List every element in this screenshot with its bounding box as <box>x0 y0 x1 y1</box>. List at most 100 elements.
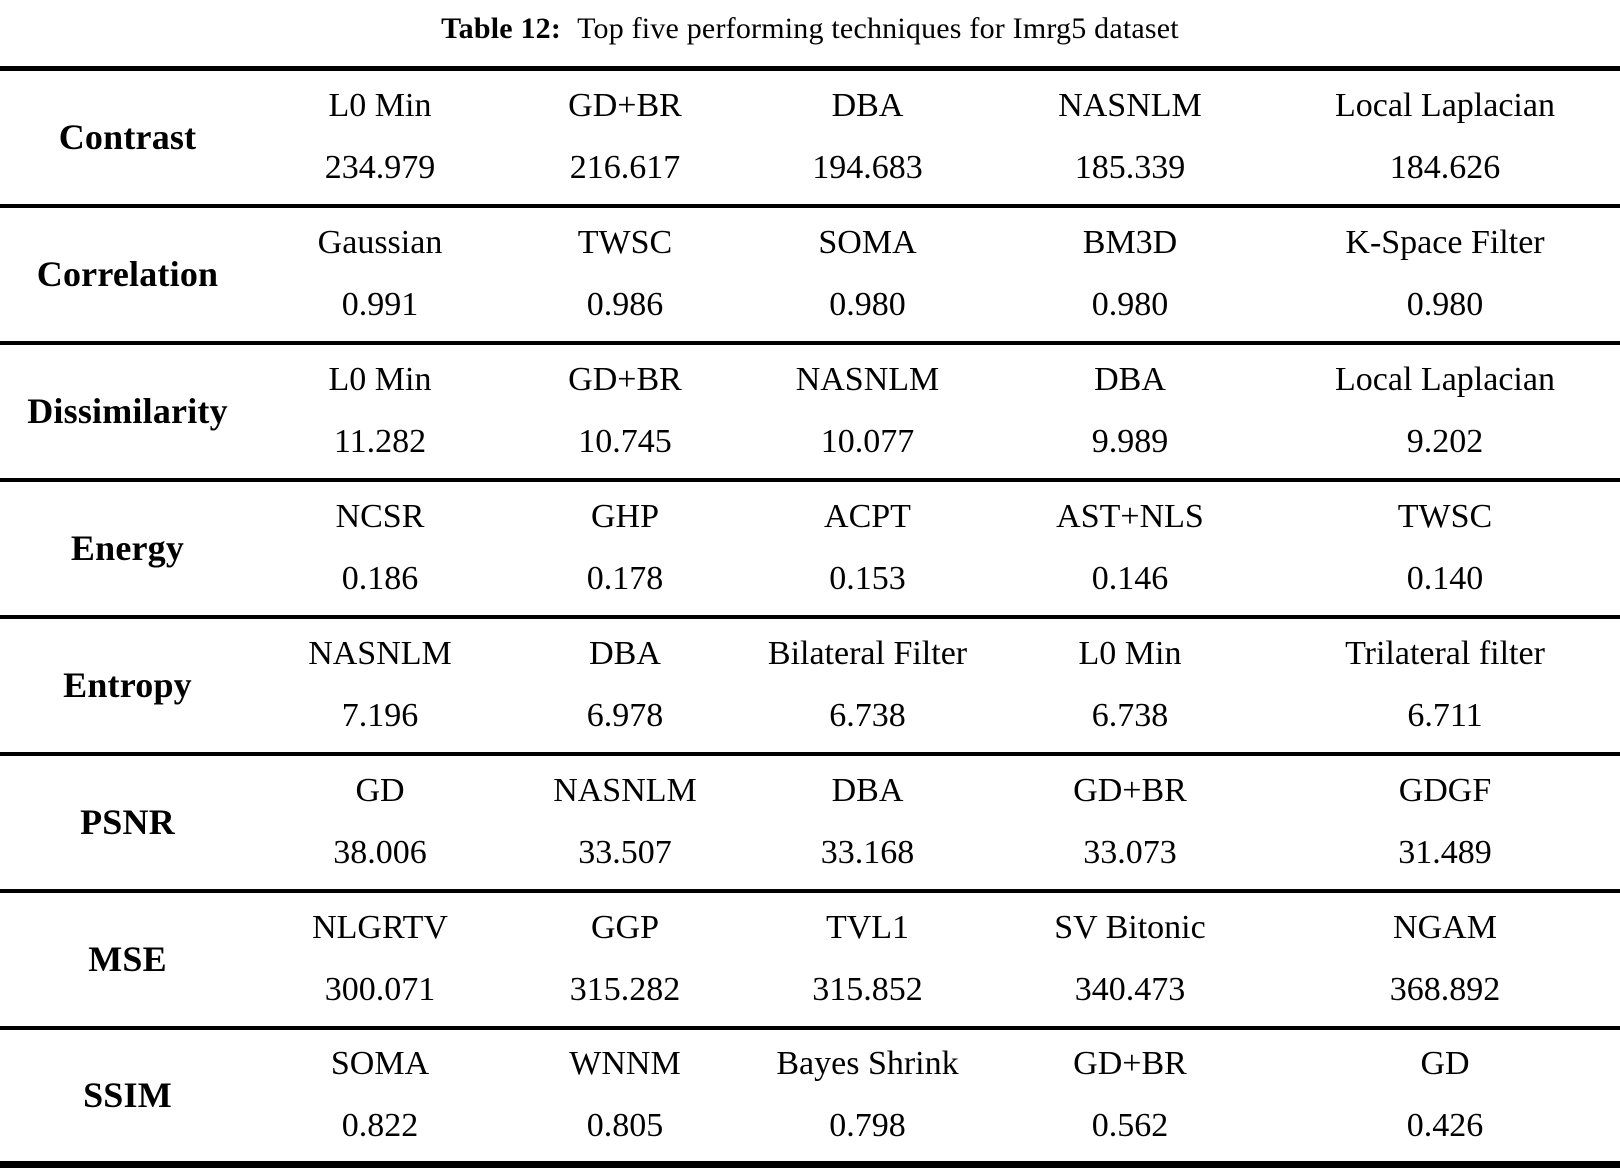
table-cell: NASNLM 185.339 <box>990 69 1270 206</box>
technique-name: DBA <box>831 772 904 809</box>
table-cell: K-Space Filter 0.980 <box>1270 206 1620 343</box>
technique-value: 0.178 <box>586 560 664 597</box>
technique-name: NASNLM <box>553 772 697 809</box>
technique-name: SOMA <box>818 224 917 261</box>
table-cell: AST+NLS 0.146 <box>990 480 1270 617</box>
table-cell: GHP 0.178 <box>505 480 745 617</box>
technique-name: TWSC <box>577 224 673 261</box>
technique-value: 10.745 <box>578 423 672 460</box>
technique-name: GD+BR <box>1073 772 1187 809</box>
technique-value: 0.426 <box>1406 1107 1484 1145</box>
results-table: Contrast L0 Min 234.979 GD+BR 216.617 DB… <box>0 66 1620 1168</box>
technique-name: GD <box>355 772 405 809</box>
metric-label: Correlation <box>36 254 219 294</box>
table-cell: NLGRTV 300.071 <box>255 891 505 1028</box>
technique-value: 0.980 <box>1406 286 1484 323</box>
table-caption-text: Top five performing techniques for Imrg5… <box>577 12 1179 45</box>
technique-name: Local Laplacian <box>1335 87 1555 125</box>
technique-value: 315.282 <box>569 971 681 1008</box>
technique-name: GDGF <box>1398 772 1492 809</box>
table-row-contrast: Contrast L0 Min 234.979 GD+BR 216.617 DB… <box>0 69 1620 206</box>
table-cell: NASNLM 33.507 <box>505 754 745 891</box>
technique-name: WNNM <box>569 1045 681 1083</box>
table-row-dissimilarity: Dissimilarity L0 Min 11.282 GD+BR 10.745… <box>0 342 1620 480</box>
technique-name: Trilateral filter <box>1345 635 1545 672</box>
technique-name: L0 Min <box>328 87 432 125</box>
technique-name: Local Laplacian <box>1335 361 1555 398</box>
table-cell: Trilateral filter 6.711 <box>1270 617 1620 754</box>
table-cell: L0 Min 11.282 <box>255 343 505 480</box>
technique-value: 0.986 <box>586 286 664 323</box>
technique-value: 0.146 <box>1091 560 1169 597</box>
technique-name: Bayes Shrink <box>776 1045 959 1083</box>
technique-value: 300.071 <box>324 971 436 1008</box>
technique-name: GGP <box>590 909 660 946</box>
table-cell: BM3D 0.980 <box>990 206 1270 343</box>
table-cell: DBA 33.168 <box>745 754 990 891</box>
table-cell: DBA 194.683 <box>745 69 990 206</box>
technique-value: 216.617 <box>569 149 681 187</box>
technique-value: 9.989 <box>1091 423 1169 460</box>
metric-label: Dissimilarity <box>27 391 228 431</box>
technique-value: 11.282 <box>333 423 427 460</box>
technique-value: 185.339 <box>1074 149 1186 187</box>
technique-value: 0.153 <box>829 560 906 597</box>
technique-value: 31.489 <box>1398 834 1492 871</box>
metric-label: Energy <box>70 528 185 568</box>
technique-value: 368.892 <box>1389 971 1501 1008</box>
technique-name: L0 Min <box>328 361 432 398</box>
technique-value: 0.991 <box>341 286 419 323</box>
table-row-psnr: PSNR GD 38.006 NASNLM 33.507 DBA 33.168 … <box>0 753 1620 891</box>
table-cell: SV Bitonic 340.473 <box>990 891 1270 1028</box>
table-cell: NASNLM 7.196 <box>255 617 505 754</box>
technique-name: NLGRTV <box>312 909 448 946</box>
technique-name: SOMA <box>330 1045 430 1083</box>
technique-name: GD+BR <box>1073 1045 1187 1083</box>
table-cell: L0 Min 6.738 <box>990 617 1270 754</box>
table-cell: ACPT 0.153 <box>745 480 990 617</box>
table-cell: DBA 9.989 <box>990 343 1270 480</box>
technique-value: 194.683 <box>812 149 923 187</box>
table-cell: SOMA 0.822 <box>255 1028 505 1165</box>
technique-name: L0 Min <box>1078 635 1182 672</box>
technique-value: 10.077 <box>820 423 915 460</box>
technique-name: DBA <box>1094 361 1166 398</box>
technique-name: GD+BR <box>568 361 682 398</box>
technique-value: 6.978 <box>586 697 664 734</box>
technique-name: NASNLM <box>308 635 452 672</box>
technique-name: GHP <box>590 498 660 535</box>
technique-value: 0.140 <box>1406 560 1484 597</box>
technique-value: 234.979 <box>324 149 436 187</box>
table-cell: WNNM 0.805 <box>505 1028 745 1165</box>
technique-name: NCSR <box>335 498 425 535</box>
table-cell: GDGF 31.489 <box>1270 754 1620 891</box>
table-cell: Local Laplacian 184.626 <box>1270 69 1620 206</box>
technique-value: 6.738 <box>829 697 906 734</box>
table-caption-label: Table 12: <box>441 12 562 45</box>
table-cell: NGAM 368.892 <box>1270 891 1620 1028</box>
table-row-mse: MSE NLGRTV 300.071 GGP 315.282 TVL1 315.… <box>0 890 1620 1028</box>
technique-name: Gaussian <box>317 224 443 261</box>
table-cell: TWSC 0.986 <box>505 206 745 343</box>
metric-label: Contrast <box>58 117 197 158</box>
technique-value: 0.798 <box>829 1107 906 1145</box>
table-cell: TVL1 315.852 <box>745 891 990 1028</box>
table-cell: NCSR 0.186 <box>255 480 505 617</box>
technique-name: NASNLM <box>1058 87 1202 125</box>
technique-value: 0.805 <box>586 1107 664 1145</box>
technique-name: TWSC <box>1397 498 1493 535</box>
technique-value: 0.562 <box>1091 1107 1169 1145</box>
table-row-energy: Energy NCSR 0.186 GHP 0.178 ACPT 0.153 A… <box>0 479 1620 617</box>
table-cell: GD 0.426 <box>1270 1028 1620 1165</box>
technique-value: 184.626 <box>1389 149 1501 187</box>
technique-name: Bilateral Filter <box>767 635 968 672</box>
technique-name: GD+BR <box>568 87 682 125</box>
technique-name: SV Bitonic <box>1054 909 1206 946</box>
metric-label: SSIM <box>83 1075 172 1116</box>
table-cell: GGP 315.282 <box>505 891 745 1028</box>
technique-name: TVL1 <box>825 909 910 946</box>
table-cell: GD+BR 216.617 <box>505 69 745 206</box>
technique-value: 7.196 <box>341 697 419 734</box>
table-cell: Bilateral Filter 6.738 <box>745 617 990 754</box>
